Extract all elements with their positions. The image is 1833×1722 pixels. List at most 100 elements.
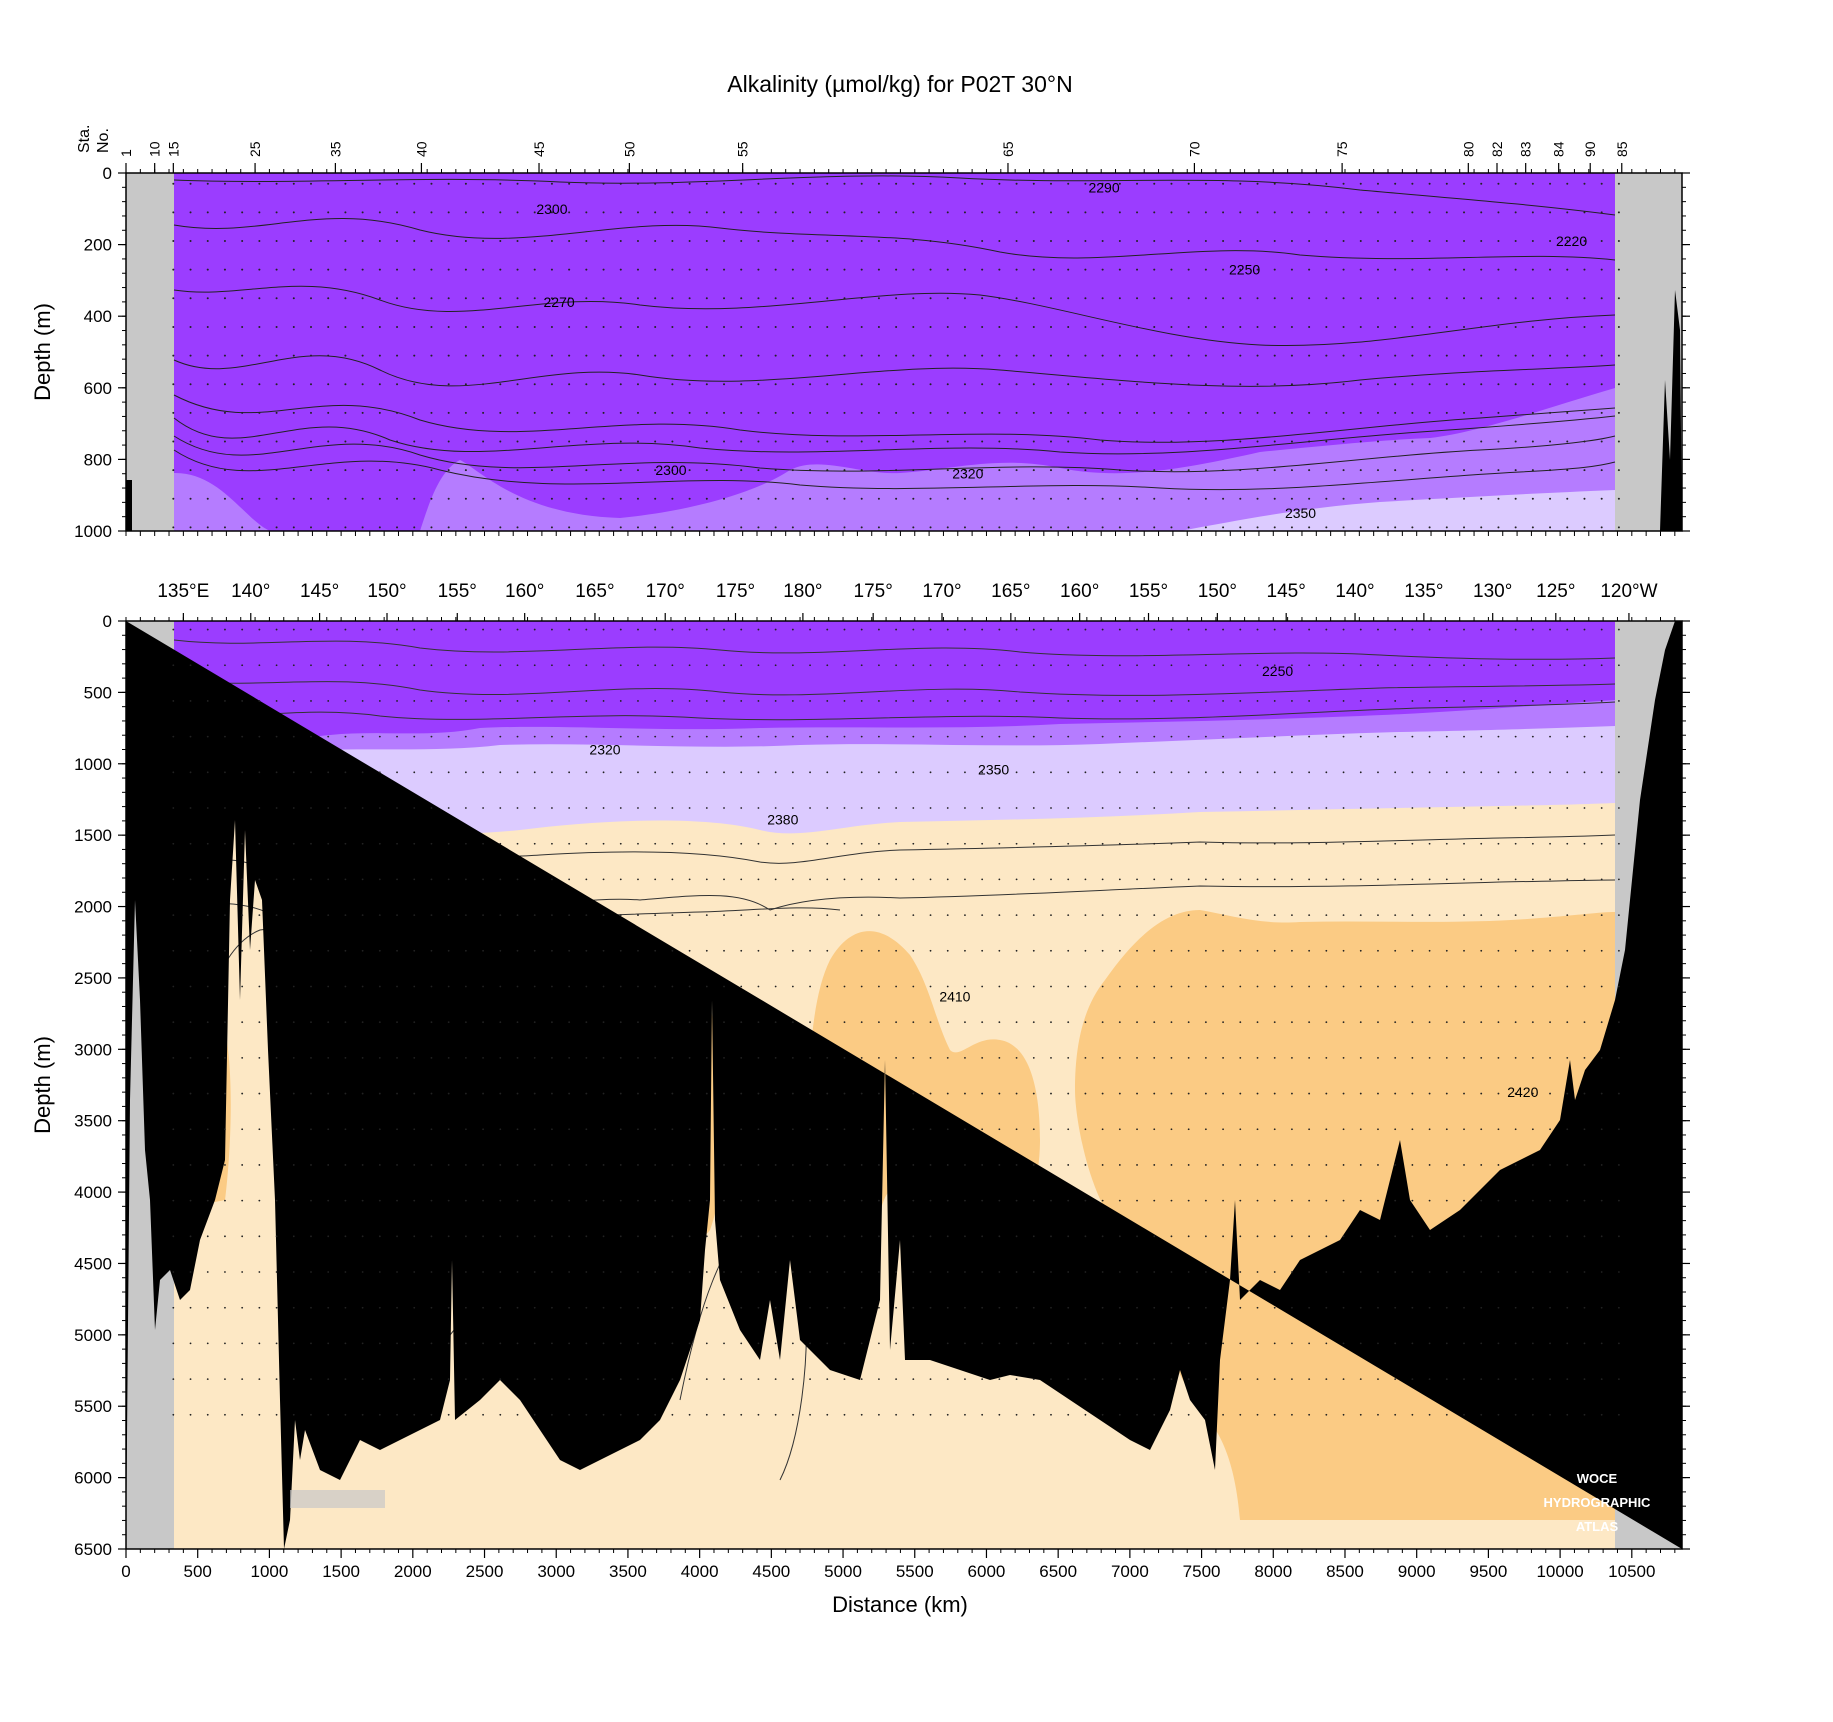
sample-dot: [206, 1128, 209, 1131]
sample-dot: [344, 383, 347, 386]
sample-dot: [1136, 1271, 1138, 1273]
sample-dot: [809, 914, 811, 917]
sample-dot: [809, 211, 812, 214]
sample-dot: [585, 1235, 588, 1238]
sample-dot: [1204, 1342, 1207, 1345]
sample-dot: [189, 914, 192, 917]
sample-dot: [464, 1056, 467, 1059]
sample-dot: [361, 1413, 364, 1416]
sample-dot: [1050, 1128, 1052, 1131]
sample-dot: [310, 1342, 312, 1345]
sample-dot: [1067, 440, 1070, 443]
sample-dot: [224, 700, 226, 702]
sample-dot: [1514, 268, 1517, 271]
longitude-label: 140°: [1335, 581, 1374, 602]
sample-dot: [1222, 297, 1225, 300]
sample-dot: [1480, 1092, 1483, 1095]
sample-dot: [1136, 440, 1139, 443]
sample-dot: [1531, 771, 1534, 774]
sample-dot: [1067, 497, 1070, 500]
sample-dot: [1136, 949, 1138, 952]
sample-dot: [860, 211, 863, 214]
sample-dot: [912, 807, 915, 809]
sample-dot: [912, 735, 915, 738]
sample-dot: [1531, 1271, 1534, 1273]
sample-dot: [791, 878, 794, 881]
sample-dot: [344, 1199, 347, 1202]
sample-dot: [964, 1056, 966, 1059]
sample-dot: [585, 1342, 588, 1345]
sample-dot: [1084, 1235, 1087, 1238]
sample-dot: [1256, 842, 1259, 845]
sample-dot: [671, 1021, 674, 1024]
sample-dot: [1273, 1021, 1276, 1024]
sample-dot: [1342, 297, 1345, 300]
sample-dot: [654, 664, 657, 667]
sample-dot: [172, 1128, 175, 1131]
sample-dot: [602, 1413, 605, 1416]
sample-dot: [292, 497, 295, 500]
sample-dot: [1067, 628, 1070, 631]
sample-dot: [809, 700, 811, 702]
sample-dot: [688, 1413, 691, 1416]
sample-dot: [981, 411, 984, 414]
sample-dot: [1394, 211, 1397, 214]
sample-dot: [533, 1021, 536, 1024]
sample-dot: [1290, 383, 1293, 386]
sample-dot: [981, 664, 984, 667]
sample-dot: [292, 1021, 295, 1024]
sample-dot: [1342, 878, 1345, 881]
sample-dot: [1239, 526, 1242, 529]
sample-dot: [189, 1021, 192, 1024]
sample-dot: [1549, 914, 1551, 917]
sample-dot: [344, 985, 347, 988]
sample-dot: [464, 1342, 467, 1345]
sample-dot: [1480, 1342, 1483, 1345]
sample-dot: [1583, 1199, 1586, 1202]
sample-dot: [602, 771, 605, 774]
sample-dot: [688, 735, 691, 738]
sample-dot: [1325, 1271, 1328, 1273]
sample-dot: [1342, 1199, 1345, 1202]
sample-dot: [981, 1342, 984, 1345]
sample-dot: [1463, 1164, 1465, 1166]
upper-no-data-left: [126, 173, 174, 531]
sample-dot: [929, 1021, 932, 1024]
sample-dot: [1463, 771, 1465, 774]
sample-dot: [1480, 842, 1483, 845]
sample-dot: [1256, 383, 1259, 386]
sample-dot: [705, 700, 708, 702]
x-tick-label: 3500: [609, 1562, 647, 1581]
sample-dot: [671, 1056, 674, 1059]
sample-dot: [464, 1413, 467, 1416]
sample-dot: [1325, 1199, 1328, 1202]
sample-dot: [1256, 240, 1259, 243]
sample-dot: [241, 700, 244, 702]
sample-dot: [1101, 383, 1104, 386]
sample-dot: [499, 1235, 502, 1238]
sample-dot: [860, 1164, 863, 1166]
sample-dot: [1359, 354, 1362, 357]
x-tick-label: 2500: [466, 1562, 504, 1581]
sample-dot: [482, 664, 484, 667]
sample-dot: [1153, 771, 1156, 774]
sample-dot: [533, 949, 536, 952]
sample-dot: [1445, 771, 1448, 774]
sample-dot: [1101, 297, 1104, 300]
sample-dot: [705, 628, 708, 631]
sample-dot: [1497, 735, 1500, 738]
sample-dot: [637, 1056, 639, 1059]
sample-dot: [705, 985, 708, 988]
sample-dot: [516, 182, 519, 185]
sample-dot: [1153, 1164, 1156, 1166]
sample-dot: [843, 1199, 846, 1202]
sample-dot: [895, 985, 898, 988]
sample-dot: [1273, 1271, 1276, 1273]
sample-dot: [774, 469, 777, 472]
sample-dot: [172, 325, 175, 328]
sample-dot: [1566, 628, 1569, 631]
sample-dot: [1032, 1413, 1035, 1416]
sample-dot: [1583, 182, 1586, 185]
sample-dot: [378, 807, 381, 809]
